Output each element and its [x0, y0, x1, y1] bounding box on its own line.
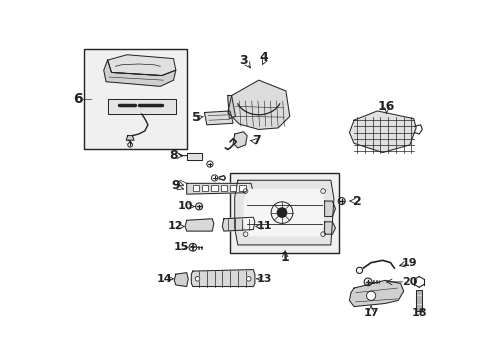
Text: 14: 14	[157, 274, 172, 284]
Bar	[415, 289, 422, 311]
Text: 5: 5	[192, 111, 201, 123]
Text: 2: 2	[352, 194, 361, 208]
Polygon shape	[186, 153, 202, 160]
Polygon shape	[227, 80, 289, 130]
Polygon shape	[227, 95, 235, 119]
Text: 15: 15	[173, 242, 188, 252]
Text: 11: 11	[256, 221, 271, 231]
Text: 10: 10	[177, 202, 192, 211]
Polygon shape	[244, 189, 324, 236]
Text: 19: 19	[401, 258, 417, 267]
Bar	[220, 185, 226, 191]
Circle shape	[246, 276, 250, 281]
Bar	[230, 172, 338, 253]
Polygon shape	[107, 55, 176, 76]
Circle shape	[366, 291, 375, 300]
Text: 9: 9	[171, 179, 180, 192]
Bar	[239, 185, 245, 191]
Polygon shape	[107, 99, 176, 114]
Text: 8: 8	[169, 149, 178, 162]
Polygon shape	[191, 270, 254, 287]
Polygon shape	[204, 111, 233, 125]
Text: 3: 3	[239, 54, 247, 67]
Text: 20: 20	[401, 277, 417, 287]
Polygon shape	[103, 60, 176, 86]
Text: 6: 6	[73, 92, 83, 105]
Bar	[230, 185, 236, 191]
Polygon shape	[185, 219, 213, 231]
Text: 13: 13	[256, 274, 271, 284]
Polygon shape	[324, 222, 335, 234]
Polygon shape	[324, 201, 335, 216]
Bar	[202, 185, 208, 191]
Bar	[84, 49, 186, 149]
Text: 17: 17	[363, 308, 378, 318]
Bar	[192, 185, 199, 191]
Bar	[211, 185, 217, 191]
Polygon shape	[349, 280, 403, 306]
Text: 1: 1	[280, 251, 289, 264]
Polygon shape	[186, 183, 253, 194]
Polygon shape	[222, 217, 254, 231]
Circle shape	[277, 208, 286, 217]
Polygon shape	[349, 111, 415, 153]
Circle shape	[195, 276, 200, 281]
Polygon shape	[234, 180, 333, 245]
Polygon shape	[233, 132, 246, 148]
Text: 4: 4	[259, 50, 268, 64]
Polygon shape	[126, 136, 134, 140]
Text: 16: 16	[377, 100, 394, 113]
Text: 7: 7	[251, 135, 260, 148]
Text: 18: 18	[410, 308, 426, 318]
Polygon shape	[174, 273, 188, 287]
Text: 12: 12	[168, 221, 183, 231]
